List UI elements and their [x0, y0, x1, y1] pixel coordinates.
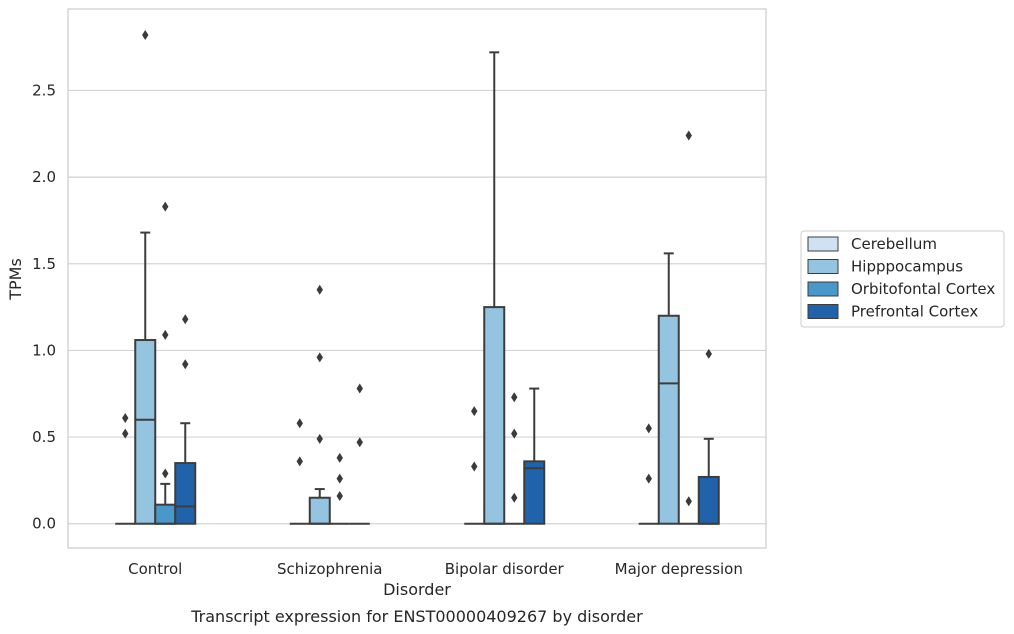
box-orbitofontal-cortex: [154, 201, 177, 525]
box-cerebellum: [115, 413, 136, 525]
outlier-point: [511, 492, 518, 503]
box-prefrontal-cortex: [349, 383, 370, 525]
box-body: [523, 460, 546, 525]
outlier-point: [182, 359, 189, 370]
legend-label: Hipppocampus: [851, 258, 963, 276]
outlier-point: [296, 418, 303, 429]
outlier-point: [685, 130, 692, 141]
box-orbitofontal-cortex: [504, 392, 525, 525]
outlier-point: [162, 468, 169, 479]
x-tick-label: Major depression: [615, 560, 743, 578]
legend-swatch: [807, 259, 839, 274]
legend-swatch: [807, 304, 839, 319]
box-cerebellum: [464, 406, 485, 525]
box-prefrontal-cortex: [174, 314, 197, 525]
outlier-point: [685, 496, 692, 507]
outlier-point: [122, 413, 129, 424]
x-tick-label: Bipolar disorder: [445, 560, 565, 578]
box-prefrontal-cortex: [523, 387, 546, 525]
box-body: [154, 503, 177, 525]
y-tick-labels: 0.0 0.5 1.0 1.5 2.0 2.5: [32, 81, 56, 532]
box-body: [657, 314, 680, 525]
outlier-point: [316, 284, 323, 295]
outlier-point: [356, 437, 363, 448]
box-body: [308, 496, 331, 525]
box-body: [174, 462, 197, 525]
y-tick-label: 2.0: [32, 168, 56, 186]
x-tick-label: Schizophrenia: [277, 560, 382, 578]
legend-swatch: [807, 281, 839, 297]
box-body: [483, 306, 506, 525]
box-body: [134, 339, 157, 525]
plot-frame: [67, 8, 767, 549]
y-tick-label: 2.5: [32, 81, 56, 99]
box-hipppocampus: [657, 252, 680, 525]
outlier-point: [705, 348, 712, 359]
box-hipppocampus: [483, 51, 506, 525]
x-tick-labels: Control Schizophrenia Bipolar disorder Majo…: [128, 560, 743, 578]
box-orbitofontal-cortex: [329, 452, 350, 525]
x-tick-label: Control: [128, 560, 182, 578]
outlier-point: [316, 352, 323, 363]
box-cerebellum: [638, 423, 659, 525]
outlier-point: [336, 491, 343, 502]
chart-caption: Transcript expression for ENST0000040926…: [190, 607, 643, 626]
box-body: [697, 475, 720, 525]
y-axis-title: TPMs: [6, 258, 25, 301]
outlier-point: [182, 314, 189, 325]
legend-label: Prefrontal Cortex: [851, 303, 978, 321]
outlier-point: [296, 456, 303, 467]
outlier-point: [336, 473, 343, 484]
outlier-point: [142, 29, 149, 40]
x-axis-title: Disorder: [383, 580, 451, 599]
y-tick-label: 1.5: [32, 255, 56, 273]
outlier-point: [356, 383, 363, 394]
outlier-point: [162, 329, 169, 340]
legend-items: Cerebellum Hipppocampus Orbitofontal Corte…: [807, 235, 995, 321]
outlier-point: [471, 406, 478, 417]
box-cerebellum: [289, 418, 310, 525]
outlier-point: [511, 428, 518, 439]
y-tick-label: 1.0: [32, 341, 56, 359]
legend-label: Orbitofontal Cortex: [851, 280, 995, 298]
legend: Cerebellum Hipppocampus Orbitofontal Corte…: [800, 230, 1005, 328]
box-hipppocampus: [308, 284, 331, 525]
box-hipppocampus: [134, 29, 157, 525]
box-prefrontal-cortex: [697, 348, 720, 525]
legend-swatch: [807, 236, 839, 252]
outlier-point: [122, 428, 129, 439]
outlier-point: [645, 423, 652, 434]
plot-marks: [115, 29, 720, 525]
outlier-point: [336, 452, 343, 463]
y-tick-label: 0.5: [32, 428, 56, 446]
outlier-point: [511, 392, 518, 403]
outlier-point: [316, 433, 323, 444]
y-tick-label: 0.0: [32, 515, 56, 533]
box-orbitofontal-cortex: [678, 130, 699, 525]
outlier-point: [471, 461, 478, 472]
legend-label: Cerebellum: [851, 235, 937, 253]
outlier-point: [162, 201, 169, 212]
outlier-point: [645, 473, 652, 484]
legend-frame: [800, 230, 1005, 328]
